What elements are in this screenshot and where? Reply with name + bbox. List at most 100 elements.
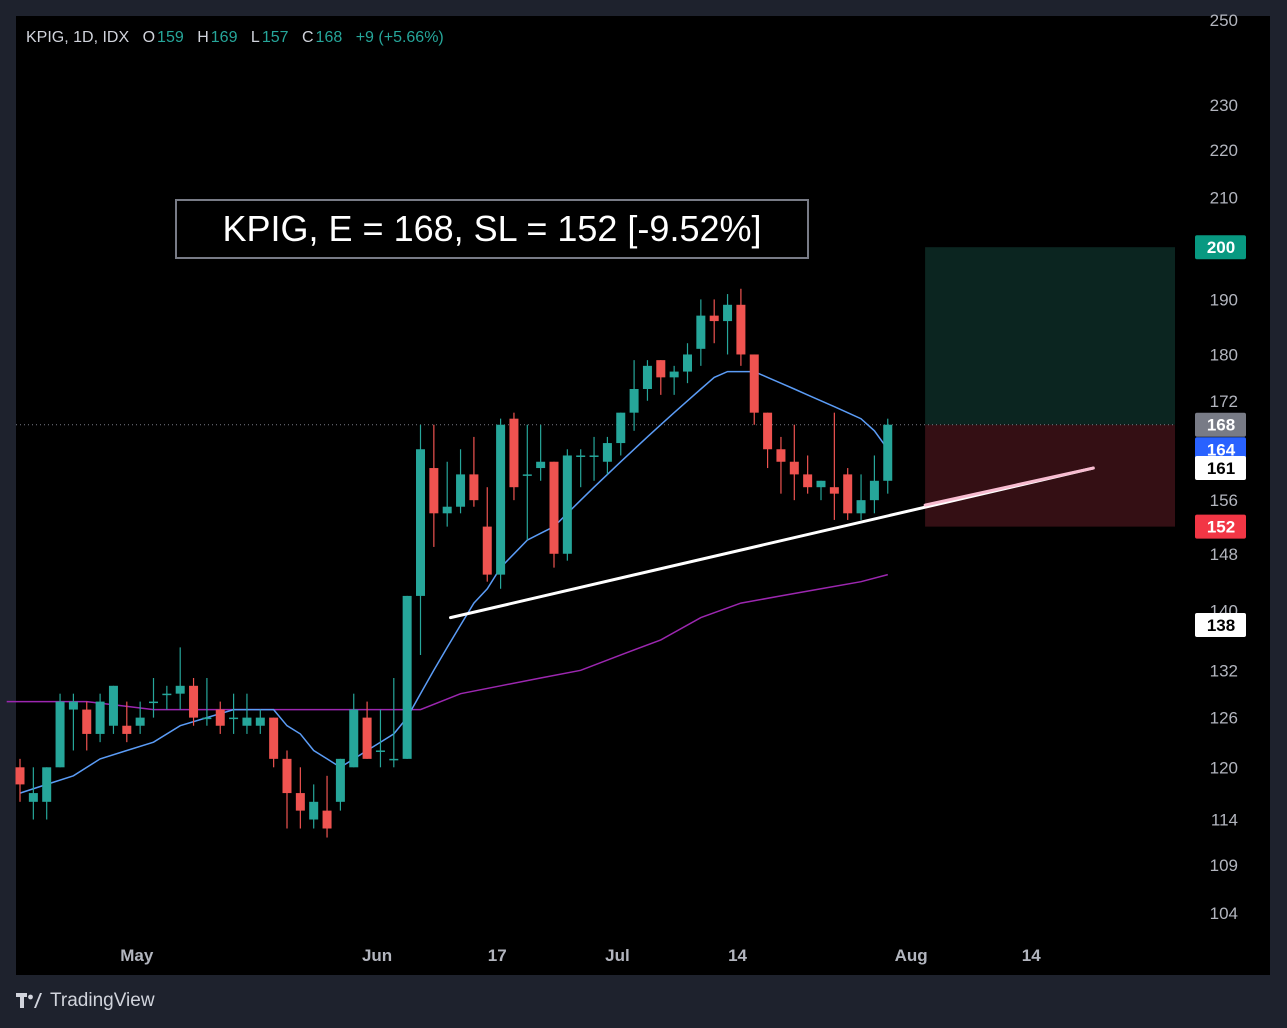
low-value: 157 [261, 29, 289, 46]
candle[interactable] [482, 487, 492, 582]
candle[interactable] [536, 424, 546, 481]
candle[interactable] [215, 701, 225, 734]
candle[interactable] [255, 709, 265, 734]
candle[interactable] [509, 412, 519, 501]
candle[interactable] [282, 750, 292, 829]
candle[interactable] [189, 678, 199, 726]
candle[interactable] [175, 647, 185, 710]
candle[interactable] [843, 468, 853, 520]
candle[interactable] [803, 455, 813, 494]
stop-loss-zone[interactable] [925, 424, 1175, 527]
candle[interactable] [816, 480, 826, 501]
price-badge[interactable]: 152 [1195, 514, 1246, 539]
candle[interactable] [229, 693, 239, 734]
candle[interactable] [616, 412, 626, 456]
candle[interactable] [442, 461, 452, 527]
candle[interactable] [202, 678, 212, 726]
price-badge[interactable]: 138 [1195, 612, 1246, 637]
price-badge-bg [1195, 235, 1246, 260]
fast-moving-average[interactable] [19, 370, 889, 794]
candle[interactable] [763, 412, 773, 469]
candle[interactable] [669, 365, 679, 395]
candle-body [349, 709, 359, 768]
candle-body [789, 461, 799, 475]
candle[interactable] [335, 758, 345, 811]
candle[interactable] [242, 693, 252, 734]
candle[interactable] [776, 436, 786, 494]
candle-body [375, 750, 385, 752]
candle[interactable] [95, 693, 105, 743]
price-badge[interactable]: 200 [1195, 235, 1246, 260]
candle[interactable] [576, 449, 586, 488]
candle[interactable] [709, 299, 719, 344]
candle-body [469, 474, 479, 501]
candle[interactable] [108, 685, 118, 734]
candle[interactable] [269, 717, 279, 768]
candle[interactable] [349, 693, 359, 768]
candle[interactable] [856, 474, 866, 520]
candle[interactable] [416, 424, 425, 655]
candle[interactable] [68, 693, 78, 751]
candle[interactable] [122, 701, 132, 743]
time-axis[interactable]: May Jun 17 Jul 14 Aug 14 [120, 946, 1041, 965]
candle-body [456, 474, 466, 507]
candle[interactable] [82, 701, 92, 751]
candle[interactable] [829, 412, 839, 520]
candle[interactable] [309, 784, 319, 829]
candle[interactable] [362, 701, 372, 759]
candle[interactable] [656, 360, 666, 395]
candle[interactable] [589, 436, 599, 481]
target-zone[interactable] [925, 247, 1175, 425]
candle[interactable] [723, 294, 733, 355]
price-tick-label: 120 [1210, 758, 1238, 777]
candle[interactable] [149, 678, 158, 718]
candle[interactable] [883, 418, 893, 494]
price-badge-label: 161 [1207, 459, 1235, 478]
candle[interactable] [562, 449, 572, 561]
candle[interactable] [375, 709, 385, 768]
candle[interactable] [402, 595, 412, 759]
trade-setup-banner[interactable]: KPIG, E = 168, SL = 152 [-9.52%] [175, 199, 809, 259]
candle[interactable] [162, 685, 172, 710]
price-badge-bg [1195, 412, 1246, 437]
candle[interactable] [869, 455, 879, 514]
candle[interactable] [549, 461, 559, 568]
candle[interactable] [749, 354, 759, 425]
candle-body [442, 506, 452, 514]
candle[interactable] [642, 360, 652, 401]
candle[interactable] [295, 767, 305, 829]
candle-body [522, 474, 532, 476]
change-value: +9 (+5.66%) [355, 29, 444, 46]
candle[interactable] [602, 436, 612, 475]
candle[interactable] [135, 701, 145, 734]
price-badge[interactable]: 161 [1195, 456, 1246, 481]
candle[interactable] [28, 767, 38, 820]
candle[interactable] [42, 767, 52, 820]
symbol-name[interactable]: KPIG, 1D, IDX [26, 29, 130, 46]
candle[interactable] [429, 424, 439, 547]
candle[interactable] [389, 678, 399, 768]
candle[interactable] [683, 343, 692, 384]
candle[interactable] [469, 436, 479, 507]
candle-body [616, 412, 626, 444]
candle[interactable] [322, 775, 332, 838]
candle-body [242, 717, 252, 726]
candle[interactable] [55, 693, 65, 768]
price-tick-label: 210 [1210, 189, 1238, 208]
price-badge[interactable]: 168 [1195, 412, 1246, 437]
candle[interactable] [456, 449, 466, 514]
tradingview-logo[interactable]: TradingView [16, 990, 155, 1012]
candle[interactable] [629, 360, 639, 431]
candle[interactable] [522, 424, 532, 541]
candle[interactable] [696, 299, 706, 366]
price-badge[interactable]: 164 [1195, 437, 1246, 462]
candle[interactable] [789, 424, 799, 501]
candle[interactable] [15, 758, 25, 802]
candle-body [42, 767, 52, 802]
candle[interactable] [496, 418, 506, 589]
candle-body [269, 717, 279, 759]
time-axis-background [16, 940, 1270, 975]
candle[interactable] [736, 288, 746, 366]
candle-body [496, 424, 506, 575]
